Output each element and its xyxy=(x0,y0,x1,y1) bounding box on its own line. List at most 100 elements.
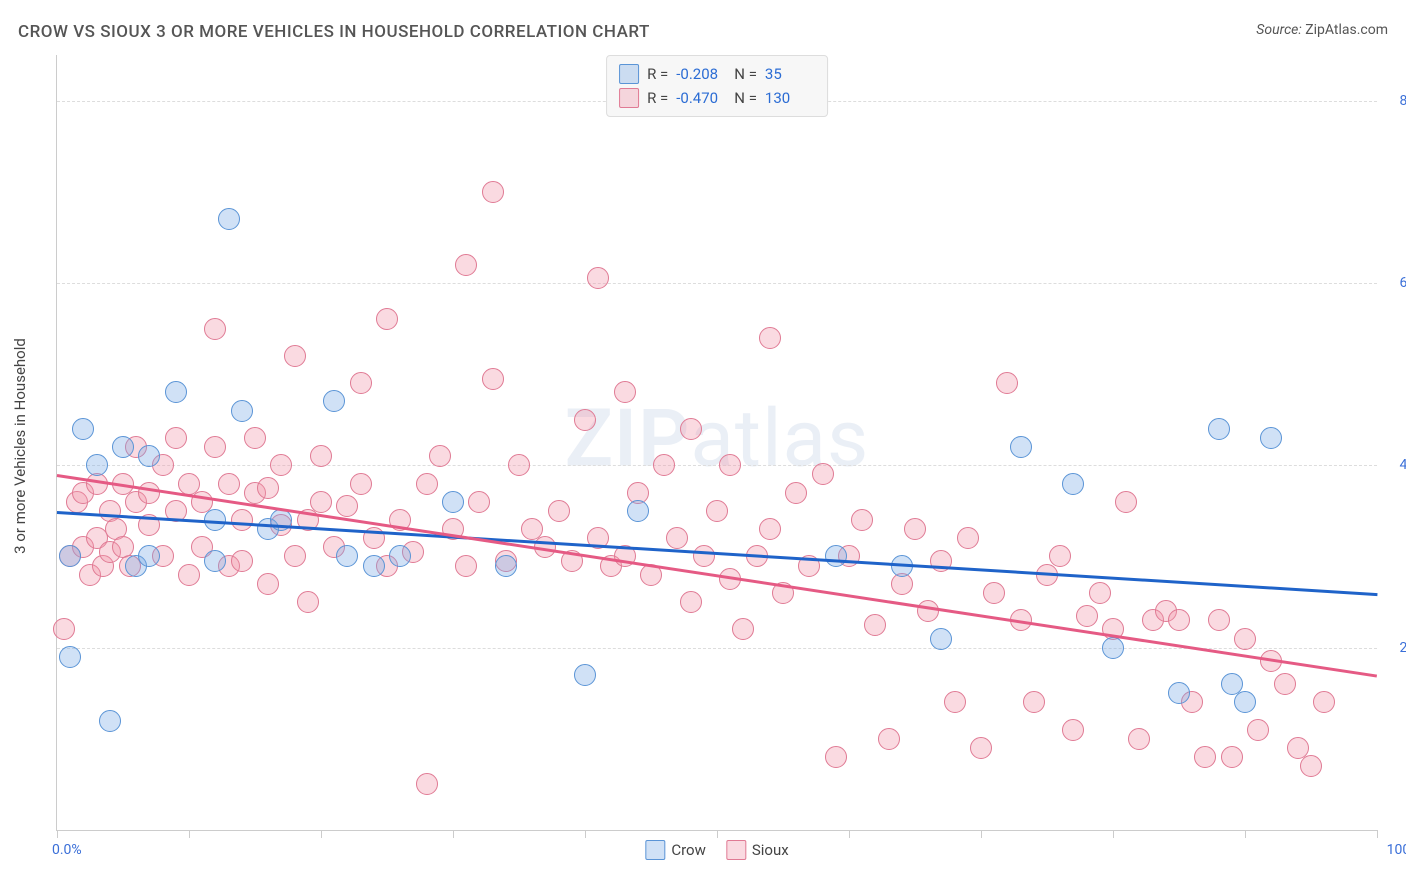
data-point xyxy=(1234,691,1256,713)
x-tick-label: 0.0% xyxy=(52,842,82,858)
data-point xyxy=(825,545,847,567)
data-point xyxy=(1208,609,1230,631)
data-point xyxy=(1102,637,1124,659)
data-point xyxy=(112,436,134,458)
data-point xyxy=(930,628,952,650)
data-point xyxy=(1194,746,1216,768)
data-point xyxy=(983,582,1005,604)
y-axis-label: 3 or more Vehicles in Household xyxy=(11,338,29,554)
x-tick xyxy=(57,830,58,838)
data-point xyxy=(204,436,226,458)
source-attribution: Source: ZipAtlas.com xyxy=(1256,22,1388,38)
data-point xyxy=(257,573,279,595)
data-point xyxy=(1221,746,1243,768)
data-point xyxy=(59,646,81,668)
gridline xyxy=(57,283,1377,284)
data-point xyxy=(72,418,94,440)
data-point xyxy=(759,327,781,349)
data-point xyxy=(1010,436,1032,458)
data-point xyxy=(680,418,702,440)
data-point xyxy=(1128,728,1150,750)
legend-row-sioux: R = -0.470 N = 130 xyxy=(619,86,815,110)
data-point xyxy=(680,591,702,613)
data-point xyxy=(1247,719,1269,741)
data-point xyxy=(666,527,688,549)
correlation-legend: R = -0.208 N = 35 R = -0.470 N = 130 xyxy=(606,55,828,117)
data-point xyxy=(587,267,609,289)
data-point xyxy=(468,491,490,513)
data-point xyxy=(1234,628,1256,650)
data-point xyxy=(1274,673,1296,695)
data-point xyxy=(482,368,504,390)
data-point xyxy=(350,372,372,394)
data-point xyxy=(1023,691,1045,713)
data-point xyxy=(1089,582,1111,604)
x-tick xyxy=(189,830,190,838)
y-tick-label: 40.0% xyxy=(1382,457,1406,473)
r-value-sioux: -0.470 xyxy=(676,89,726,107)
swatch-crow xyxy=(619,64,639,84)
data-point xyxy=(284,545,306,567)
gridline xyxy=(57,465,1377,466)
gridline xyxy=(57,648,1377,649)
chart-title: CROW VS SIOUX 3 OR MORE VEHICLES IN HOUS… xyxy=(18,22,650,42)
r-value-crow: -0.208 xyxy=(676,65,726,83)
data-point xyxy=(996,372,1018,394)
data-point xyxy=(1313,691,1335,713)
series-legend: Crow Sioux xyxy=(645,840,788,860)
data-point xyxy=(1168,682,1190,704)
data-point xyxy=(627,500,649,522)
x-tick xyxy=(321,830,322,838)
data-point xyxy=(297,591,319,613)
data-point xyxy=(336,545,358,567)
data-point xyxy=(719,454,741,476)
data-point xyxy=(455,555,477,577)
data-point xyxy=(218,473,240,495)
data-point xyxy=(1062,473,1084,495)
data-point xyxy=(204,550,226,572)
data-point xyxy=(310,445,332,467)
data-point xyxy=(442,491,464,513)
data-point xyxy=(416,473,438,495)
swatch-sioux xyxy=(726,840,746,860)
swatch-crow xyxy=(645,840,665,860)
data-point xyxy=(1208,418,1230,440)
data-point xyxy=(350,473,372,495)
data-point xyxy=(1168,609,1190,631)
x-tick xyxy=(981,830,982,838)
data-point xyxy=(785,482,807,504)
data-point xyxy=(653,454,675,476)
x-tick xyxy=(585,830,586,838)
data-point xyxy=(53,618,75,640)
data-point xyxy=(231,550,253,572)
data-point xyxy=(693,545,715,567)
x-tick xyxy=(1245,830,1246,838)
x-tick xyxy=(453,830,454,838)
source-label: Source: xyxy=(1256,22,1301,38)
chart-container: CROW VS SIOUX 3 OR MORE VEHICLES IN HOUS… xyxy=(0,0,1406,892)
data-point xyxy=(455,254,477,276)
data-point xyxy=(231,400,253,422)
trend-line xyxy=(57,511,1377,596)
data-point xyxy=(231,509,253,531)
y-tick-label: 60.0% xyxy=(1382,275,1406,291)
legend-item-sioux: Sioux xyxy=(726,840,789,860)
data-point xyxy=(759,518,781,540)
data-point xyxy=(323,390,345,412)
data-point xyxy=(178,564,200,586)
data-point xyxy=(336,495,358,517)
data-point xyxy=(482,181,504,203)
data-point xyxy=(204,318,226,340)
data-point xyxy=(165,381,187,403)
data-point xyxy=(1076,605,1098,627)
swatch-sioux xyxy=(619,88,639,108)
data-point xyxy=(508,454,530,476)
data-point xyxy=(574,664,596,686)
data-point xyxy=(138,482,160,504)
data-point xyxy=(257,477,279,499)
series-name-sioux: Sioux xyxy=(752,841,789,859)
data-point xyxy=(1260,427,1282,449)
x-tick xyxy=(849,830,850,838)
data-point xyxy=(138,545,160,567)
data-point xyxy=(218,208,240,230)
